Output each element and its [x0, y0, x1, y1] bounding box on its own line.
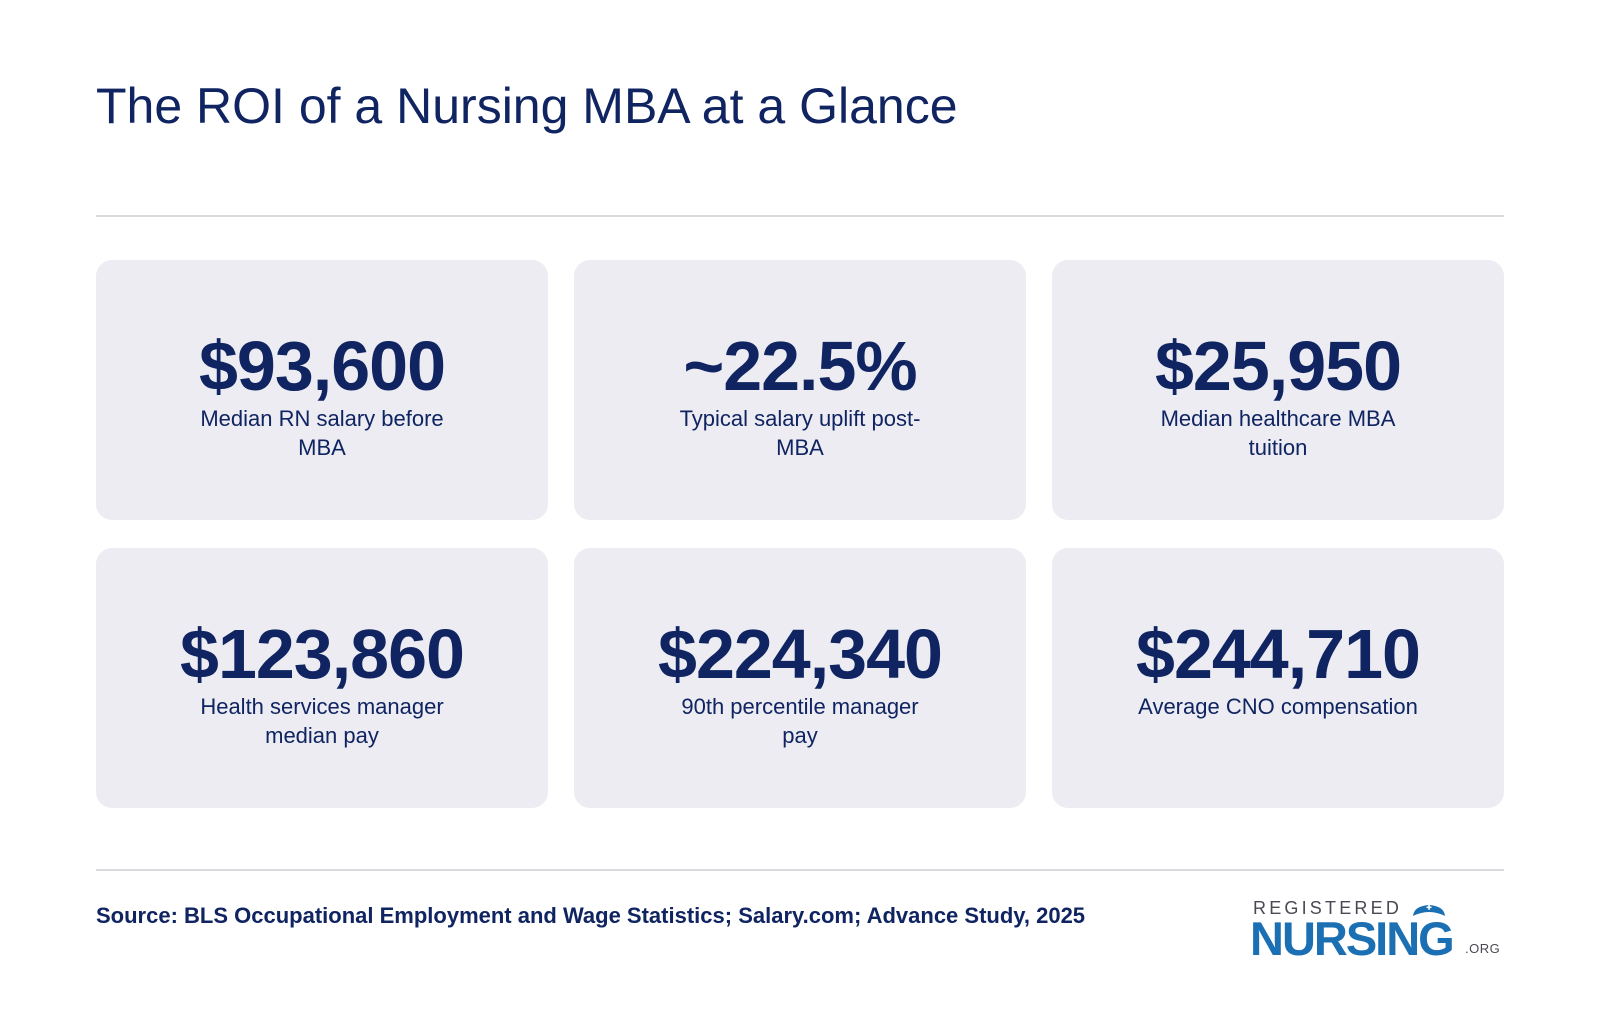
stat-label: Median RN salary before MBA: [200, 406, 444, 460]
logo-suffix-text: .ORG: [1465, 941, 1501, 956]
page-title: The ROI of a Nursing MBA at a Glance: [96, 78, 958, 134]
stat-label: 90th percentile manager pay: [681, 694, 919, 748]
stat-label: Health services manager median pay: [200, 694, 444, 748]
stat-card-mba-tuition: $25,950 Median healthcare MBA tuition: [1052, 260, 1504, 520]
stat-value: $123,860: [180, 615, 465, 693]
stat-label: Average CNO compensation: [1138, 694, 1418, 719]
stat-card-rn-salary: $93,600 Median RN salary before MBA: [96, 260, 548, 520]
nurse-cap-icon: [1413, 904, 1445, 916]
stat-card-90th-percentile-pay: $224,340 90th percentile manager pay: [574, 548, 1026, 808]
stat-label: Typical salary uplift post-MBA: [679, 406, 921, 460]
stats-grid: $93,600 Median RN salary before MBA ~22.…: [96, 260, 1504, 808]
stat-value: $25,950: [1154, 327, 1402, 405]
stat-value: ~22.5%: [683, 327, 917, 405]
stat-label: Median healthcare MBA tuition: [1160, 406, 1396, 460]
stat-card-salary-uplift: ~22.5% Typical salary uplift post-MBA: [574, 260, 1026, 520]
stat-value: $224,340: [658, 615, 943, 693]
stat-value: $244,710: [1136, 615, 1421, 693]
stat-card-cno-compensation: $244,710 Average CNO compensation: [1052, 548, 1504, 808]
source-citation: Source: BLS Occupational Employment and …: [96, 903, 1086, 928]
top-divider: [96, 215, 1504, 217]
logo-top-text: REGISTERED: [1253, 898, 1403, 918]
registered-nursing-logo: REGISTERED NURSING .ORG: [1250, 898, 1505, 965]
logo-main-text: NURSING: [1250, 912, 1455, 965]
bottom-divider: [96, 869, 1504, 871]
stat-value: $93,600: [198, 327, 446, 405]
stat-card-manager-median-pay: $123,860 Health services manager median …: [96, 548, 548, 808]
